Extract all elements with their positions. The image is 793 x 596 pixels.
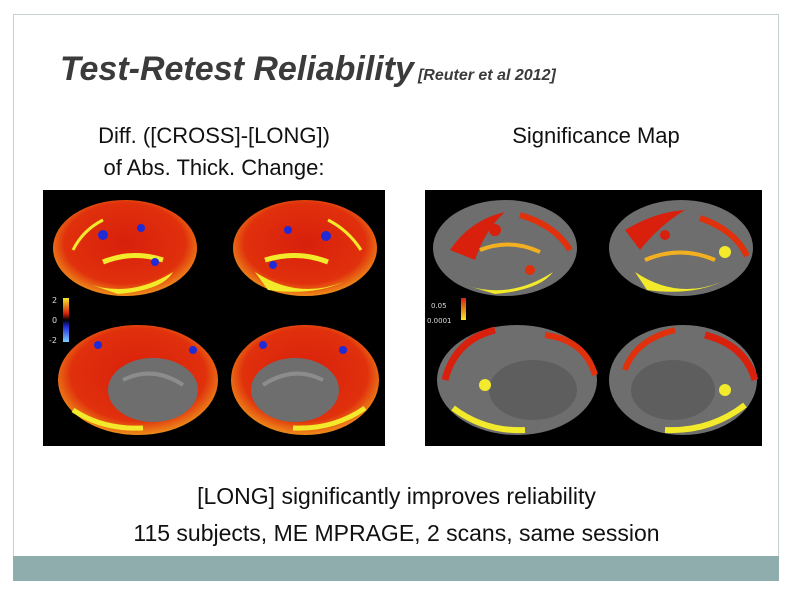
right-panel-caption: Significance Map [512,123,680,148]
scale-max-label: 2 [52,296,57,305]
sig-scale-high-label: 0.05 [431,302,447,310]
conclusion-line2: 115 subjects, ME MPRAGE, 2 scans, same s… [133,520,660,546]
significance-brain-map: 0.05 0.0001 [425,190,762,446]
lateral-left-hemisphere [53,200,197,296]
title-text: Test-Retest Reliability [60,50,414,88]
scale-min-label: -2 [49,336,57,345]
medial-right-hemisphere [231,325,379,435]
left-panel-caption: Diff. ([CROSS]-[LONG]) of Abs. Thick. Ch… [44,120,384,184]
slide-footer-bar [13,556,779,581]
medial-left-hemisphere [58,325,218,435]
significance-colorbar [461,298,466,320]
sig-medial-right-hemisphere [609,325,759,435]
citation-text: [Reuter et al 2012] [417,67,556,84]
lateral-right-hemisphere [233,200,377,296]
left-caption-line2: of Abs. Thick. Change: [103,155,325,180]
slide-title: Test-Retest Reliability [Reuter et al 201… [60,50,556,89]
slide-conclusion: [LONG] significantly improves reliabilit… [20,478,773,552]
conclusion-line1: [LONG] significantly improves reliabilit… [197,483,596,509]
difference-colorbar [63,298,69,342]
sig-lateral-right-hemisphere [609,200,753,296]
sig-lateral-left-hemisphere [433,200,577,296]
left-caption-line1: Diff. ([CROSS]-[LONG]) [98,123,330,148]
sig-medial-left-hemisphere [437,325,598,435]
scale-mid-label: 0 [52,316,57,325]
thickness-difference-brain-map: 2 0 -2 [43,190,385,446]
sig-scale-low-label: 0.0001 [427,317,452,325]
